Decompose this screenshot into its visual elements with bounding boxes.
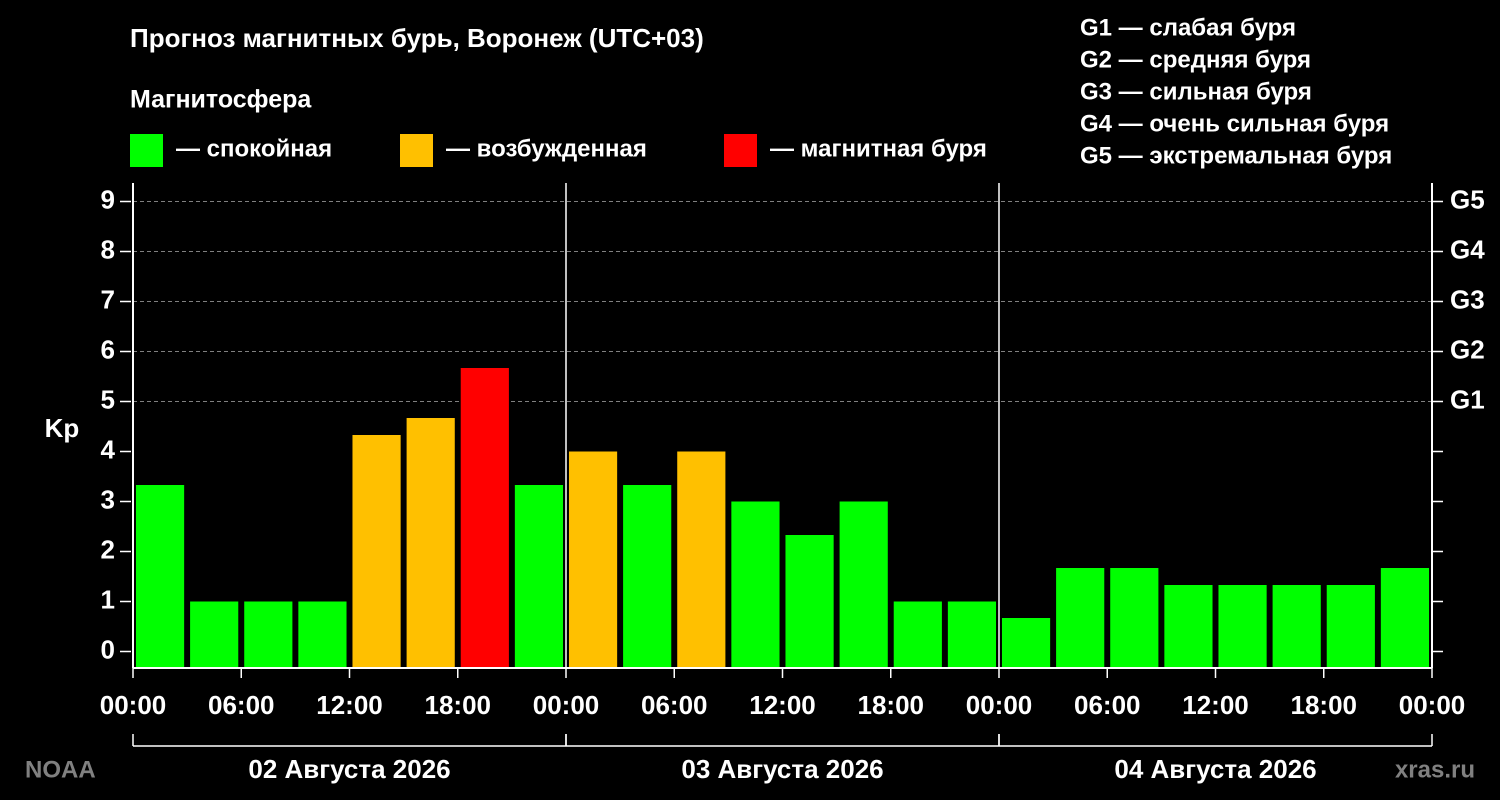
g-scale-note: G3 — сильная буря <box>1080 78 1312 105</box>
y-tick-label: 0 <box>101 634 115 664</box>
y2-tick-label: G3 <box>1450 284 1485 314</box>
x-tick-label: 06:00 <box>208 690 275 720</box>
bar <box>1056 568 1105 668</box>
subtitle: Магнитосфера <box>130 86 312 114</box>
bar <box>1272 585 1321 668</box>
y-tick-label: 6 <box>101 334 115 364</box>
legend-label: — возбужденная <box>446 135 647 162</box>
bar <box>785 535 834 668</box>
y-tick-label: 4 <box>101 434 116 464</box>
credit: xras.ru <box>1395 756 1475 783</box>
bar <box>514 485 564 668</box>
day-label: 03 Августа 2026 <box>681 754 883 784</box>
x-tick-label: 06:00 <box>641 690 708 720</box>
bar <box>947 601 997 668</box>
x-tick-label: 18:00 <box>1291 690 1358 720</box>
source: NOAA <box>25 756 96 783</box>
x-tick-label: 00:00 <box>100 690 167 720</box>
y2-tick-label: G5 <box>1450 184 1485 214</box>
bar <box>135 485 185 668</box>
y-axis-label: Kp <box>45 413 80 443</box>
legend-swatch <box>130 134 163 167</box>
g-scale-note: G2 — средняя буря <box>1080 46 1311 73</box>
legend-label: — магнитная буря <box>770 135 987 162</box>
legend-swatch <box>400 134 433 167</box>
bar <box>1001 618 1051 668</box>
bar <box>1380 568 1430 668</box>
day-label: 02 Августа 2026 <box>248 754 450 784</box>
bar <box>298 601 347 668</box>
chart-title: Прогноз магнитных бурь, Воронеж (UTC+03) <box>130 23 704 53</box>
bar <box>568 451 618 668</box>
bar <box>1110 568 1159 668</box>
x-tick-label: 12:00 <box>316 690 383 720</box>
y2-tick-label: G2 <box>1450 334 1485 364</box>
g-scale-note: G1 — слабая буря <box>1080 14 1296 41</box>
y-tick-label: 5 <box>101 384 115 414</box>
y-tick-label: 7 <box>101 284 115 314</box>
x-tick-label: 00:00 <box>533 690 600 720</box>
y-tick-label: 9 <box>101 184 115 214</box>
legend-label: — спокойная <box>176 135 332 162</box>
bar <box>460 368 509 668</box>
bar <box>352 435 401 668</box>
y-tick-label: 1 <box>101 584 115 614</box>
bar <box>677 451 726 668</box>
y2-tick-label: G1 <box>1450 384 1485 414</box>
bar <box>190 601 239 668</box>
g-scale-note: G5 — экстремальная буря <box>1080 142 1392 169</box>
x-tick-label: 12:00 <box>749 690 816 720</box>
bar <box>893 601 942 668</box>
g-scale-note: G4 — очень сильная буря <box>1080 110 1389 137</box>
y-tick-label: 3 <box>101 484 115 514</box>
x-tick-label: 00:00 <box>1399 690 1466 720</box>
x-tick-label: 06:00 <box>1074 690 1141 720</box>
bar <box>623 485 672 668</box>
y-tick-label: 8 <box>101 234 115 264</box>
y-tick-label: 2 <box>101 534 115 564</box>
bar <box>839 501 888 668</box>
x-tick-label: 18:00 <box>425 690 492 720</box>
x-tick-label: 18:00 <box>858 690 925 720</box>
bar <box>1218 585 1267 668</box>
bar <box>244 601 293 668</box>
legend-swatch <box>724 134 757 167</box>
day-label: 04 Августа 2026 <box>1114 754 1316 784</box>
bar <box>1326 585 1375 668</box>
bar <box>1164 585 1213 668</box>
bar <box>731 501 780 668</box>
y2-tick-label: G4 <box>1450 234 1485 264</box>
x-tick-label: 00:00 <box>966 690 1033 720</box>
bar <box>406 418 455 668</box>
x-tick-label: 12:00 <box>1182 690 1249 720</box>
